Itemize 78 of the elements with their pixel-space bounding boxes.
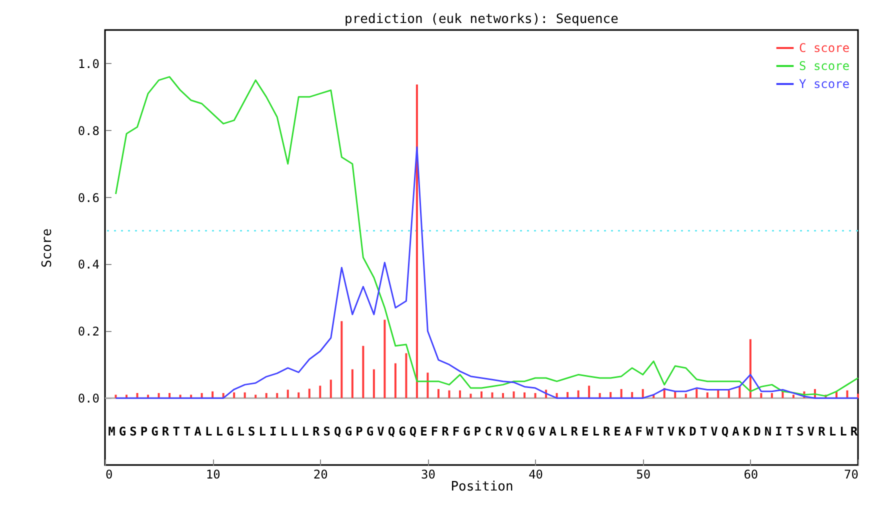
bar	[792, 394, 794, 398]
annotation: MGSPGRTTALLGLSLILLLRSQGPGVQGQEFRFGPCRVQGVALRELREAFWTVKDTVQAKDNITSVRLLR	[108, 424, 862, 439]
bar	[846, 390, 848, 398]
legend-label: C score	[799, 41, 850, 55]
bar	[770, 393, 773, 398]
bar	[308, 388, 310, 398]
x-tick-label: 50	[636, 468, 651, 482]
bar	[782, 391, 784, 398]
x-tick-label: 40	[528, 468, 544, 482]
bar	[534, 393, 536, 398]
bar	[524, 392, 526, 398]
bar	[372, 369, 375, 398]
bar	[631, 392, 634, 398]
bar	[684, 394, 687, 398]
bar	[416, 84, 418, 398]
bar	[437, 389, 440, 398]
bar	[470, 394, 472, 398]
x-axis-title: Position	[450, 480, 514, 494]
x-tick-label: 0	[106, 468, 113, 482]
bar	[286, 390, 289, 398]
x-tick-label: 30	[420, 468, 436, 482]
bar	[717, 390, 720, 398]
y-tick-label: 1.0	[78, 56, 100, 71]
bar	[319, 386, 322, 398]
bar	[298, 392, 300, 398]
bar	[760, 393, 762, 398]
y-tick-label: 0.8	[78, 124, 100, 138]
bar	[244, 392, 246, 398]
y-axis-title: Score	[40, 228, 55, 268]
y-tick-label: 0.0	[78, 392, 100, 406]
bar	[749, 339, 752, 398]
bar	[200, 393, 203, 398]
chart-title: prediction (euk networks): Sequence	[344, 12, 619, 27]
bar	[276, 393, 278, 398]
legend-label: Y score	[799, 77, 850, 91]
legend-label: S score	[799, 59, 850, 73]
line-series	[115, 76, 859, 397]
bar	[480, 391, 482, 398]
bar	[158, 393, 160, 398]
bar	[233, 392, 236, 398]
bar	[502, 393, 504, 398]
bar	[448, 390, 450, 398]
bar	[362, 346, 364, 398]
bar	[384, 320, 386, 398]
bar	[728, 390, 730, 398]
bar	[620, 389, 622, 398]
bar	[254, 394, 257, 398]
bar	[168, 393, 171, 398]
bar	[491, 392, 494, 398]
bar	[136, 393, 138, 398]
bar	[351, 369, 354, 398]
y-tick-label: 0.6	[78, 190, 100, 205]
bar	[642, 389, 644, 398]
bar	[394, 363, 396, 398]
x-tick-label: 60	[744, 468, 758, 482]
bar	[598, 393, 601, 398]
bar	[696, 389, 698, 398]
bar	[610, 392, 612, 398]
x-tick-label: 10	[206, 468, 220, 482]
line-series	[115, 146, 859, 399]
bar	[340, 321, 343, 398]
bar	[577, 390, 580, 398]
bar	[458, 390, 461, 398]
bar	[512, 391, 515, 398]
bar	[738, 386, 741, 398]
bar	[426, 372, 429, 398]
y-tick-label: 0.2	[78, 324, 100, 339]
bar	[114, 394, 117, 398]
bar	[706, 392, 708, 398]
bar	[330, 380, 332, 398]
bar	[588, 386, 590, 398]
bar	[405, 353, 408, 398]
x-tick-label: 20	[313, 468, 328, 482]
bar	[857, 394, 859, 398]
bar	[566, 392, 569, 398]
y-tick-label: 0.4	[78, 258, 100, 272]
x-tick-label: 70	[844, 468, 858, 482]
bar	[265, 393, 268, 398]
